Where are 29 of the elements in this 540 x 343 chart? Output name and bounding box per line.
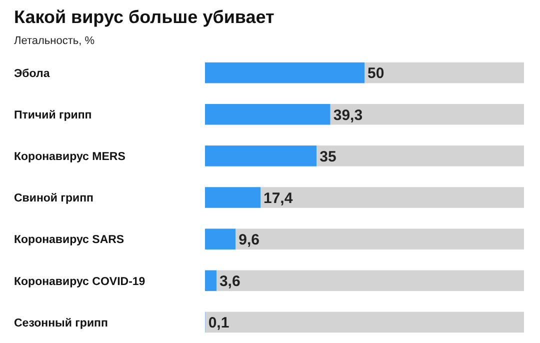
bar (236, 228, 524, 250)
y-tick-label: Сезонный грипп (14, 317, 108, 330)
data-label: 9,6 (238, 231, 260, 248)
bar (205, 146, 317, 166)
data-label: 17,4 (264, 190, 294, 207)
y-tick-label: Коронавирус COVID-19 (14, 276, 146, 288)
data-label: 35 (320, 148, 336, 166)
bar (205, 228, 236, 250)
y-tick-label: Птичий грипп (14, 109, 92, 122)
bar (260, 187, 524, 208)
bar (205, 62, 364, 84)
text: Летальность, % (14, 35, 95, 47)
bar (205, 104, 330, 125)
bar (316, 146, 524, 166)
data-label: 39,3 (333, 106, 363, 124)
y-tick-label: Свиной грипп (14, 192, 94, 205)
bar (205, 187, 261, 208)
bar (205, 312, 524, 333)
bar (205, 270, 216, 292)
data-label: 50 (368, 65, 384, 82)
y-tick-label: Эбола (14, 68, 50, 80)
chart-title: Какой вирус больше убивает (14, 7, 274, 27)
bar (216, 270, 524, 292)
y-tick-label: Коронавирус MERS (14, 151, 126, 164)
bar (330, 104, 524, 125)
data-label: 0,1 (208, 314, 230, 332)
bar (364, 62, 524, 84)
data-label: 3,6 (219, 273, 240, 290)
y-tick-label: Коронавирус SARS (14, 234, 124, 246)
